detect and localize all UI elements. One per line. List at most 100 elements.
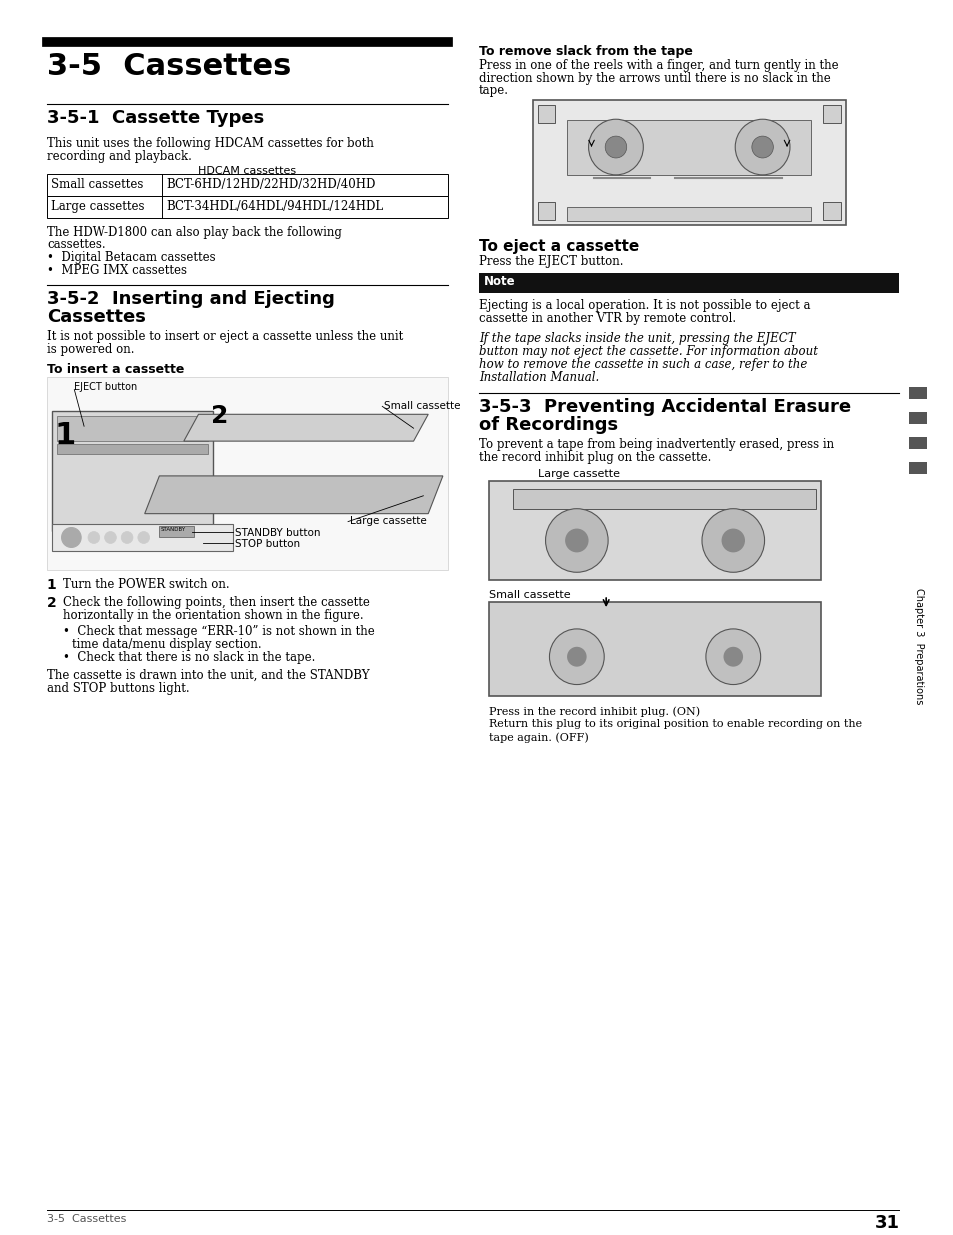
Text: 3-5-2  Inserting and Ejecting: 3-5-2 Inserting and Ejecting [47,290,335,308]
Text: horizontally in the orientation shown in the figure.: horizontally in the orientation shown in… [63,609,363,622]
Text: tape again. (OFF): tape again. (OFF) [488,732,588,742]
Text: Return this plug to its original position to enable recording on the: Return this plug to its original positio… [488,719,862,730]
Text: •  Check that message “ERR-10” is not shown in the: • Check that message “ERR-10” is not sho… [63,625,374,638]
Bar [478,273,899,293]
Circle shape [604,136,626,158]
Text: Press in the record inhibit plug. (ON): Press in the record inhibit plug. (ON) [488,706,700,718]
Bar [47,377,447,571]
Text: 3-5  Cassettes: 3-5 Cassettes [47,1214,126,1224]
Bar [47,195,447,217]
Text: is powered on.: is powered on. [47,343,134,356]
Text: STANDBY button: STANDBY button [234,527,320,537]
Text: To insert a cassette: To insert a cassette [47,363,184,375]
Text: The cassette is drawn into the unit, and the STANDBY: The cassette is drawn into the unit, and… [47,668,369,682]
Text: To remove slack from the tape: To remove slack from the tape [478,44,692,58]
Text: recording and playback.: recording and playback. [47,149,192,163]
Bar [533,100,844,225]
Text: 3-5  Cassettes: 3-5 Cassettes [47,52,291,80]
Circle shape [720,529,744,552]
Text: The HDW-D1800 can also play back the following: The HDW-D1800 can also play back the fol… [47,226,341,238]
Bar [537,201,555,220]
Circle shape [564,529,588,552]
Text: 3-5-1  Cassette Types: 3-5-1 Cassette Types [47,109,264,127]
Circle shape [105,531,116,543]
Text: 31: 31 [874,1214,899,1233]
Text: Large cassette: Large cassette [537,469,619,479]
Text: Note: Note [483,275,515,288]
Bar [488,480,821,580]
Bar [488,603,821,697]
Text: Check the following points, then insert the cassette: Check the following points, then insert … [63,597,369,609]
Circle shape [88,531,100,543]
Bar [56,416,208,441]
Circle shape [705,629,760,684]
Text: of Recordings: of Recordings [478,416,618,435]
Bar [47,174,447,195]
Text: 1: 1 [54,421,76,451]
Text: Small cassette: Small cassette [488,590,570,600]
Polygon shape [145,475,442,514]
Text: how to remove the cassette in such a case, refer to the: how to remove the cassette in such a cas… [478,358,806,370]
Bar [51,411,213,531]
Text: Small cassettes: Small cassettes [51,178,143,191]
Text: 1: 1 [47,578,56,593]
Bar [822,105,840,124]
Circle shape [566,647,586,667]
Text: Installation Manual.: Installation Manual. [478,370,598,384]
Text: STANDBY: STANDBY [160,526,185,531]
Circle shape [62,527,81,547]
Text: •  Check that there is no slack in the tape.: • Check that there is no slack in the ta… [63,651,314,663]
Text: BCT-34HDL/64HDL/94HDL/124HDL: BCT-34HDL/64HDL/94HDL/124HDL [166,200,383,212]
Text: Cassettes: Cassettes [47,308,146,326]
Text: Large cassette: Large cassette [350,516,426,526]
Bar [566,120,811,175]
Text: Press in one of the reels with a finger, and turn gently in the: Press in one of the reels with a finger,… [478,58,838,72]
Text: This unit uses the following HDCAM cassettes for both: This unit uses the following HDCAM casse… [47,137,374,151]
Text: 3-5-3  Preventing Accidental Erasure: 3-5-3 Preventing Accidental Erasure [478,399,850,416]
Circle shape [545,509,607,572]
Text: Press the EJECT button.: Press the EJECT button. [478,256,623,268]
Text: To prevent a tape from being inadvertently erased, press in: To prevent a tape from being inadvertent… [478,438,833,451]
Bar [908,437,926,450]
Text: cassette in another VTR by remote control.: cassette in another VTR by remote contro… [478,312,736,325]
Bar [56,445,208,454]
Circle shape [751,136,773,158]
Bar [908,388,926,399]
Circle shape [588,120,642,175]
Circle shape [138,531,150,543]
Polygon shape [184,414,428,441]
Text: To eject a cassette: To eject a cassette [478,240,639,254]
Text: Large cassettes: Large cassettes [51,200,144,212]
Bar [566,206,811,221]
Text: HDCAM cassettes: HDCAM cassettes [198,165,296,175]
Text: tape.: tape. [478,84,509,98]
Text: time data/menu display section.: time data/menu display section. [72,637,262,651]
Text: and STOP buttons light.: and STOP buttons light. [47,682,190,694]
Bar [908,462,926,474]
Circle shape [735,120,789,175]
Text: button may not eject the cassette. For information about: button may not eject the cassette. For i… [478,345,818,358]
Text: If the tape slacks inside the unit, pressing the EJECT: If the tape slacks inside the unit, pres… [478,332,795,345]
Text: EJECT button: EJECT button [74,382,137,391]
Text: the record inhibit plug on the cassette.: the record inhibit plug on the cassette. [478,451,711,464]
Bar [159,526,193,537]
Text: Turn the POWER switch on.: Turn the POWER switch on. [63,578,229,592]
Bar [822,201,840,220]
Text: BCT-6HD/12HD/22HD/32HD/40HD: BCT-6HD/12HD/22HD/32HD/40HD [166,178,375,191]
Text: 2: 2 [211,404,229,429]
Circle shape [722,647,742,667]
Circle shape [121,531,132,543]
Bar [51,524,233,551]
Text: •  MPEG IMX cassettes: • MPEG IMX cassettes [47,264,187,278]
Text: Chapter 3  Preparations: Chapter 3 Preparations [913,588,923,704]
Text: 2: 2 [47,597,56,610]
Polygon shape [513,489,816,509]
Text: Small cassette: Small cassette [384,401,460,411]
Bar [908,412,926,425]
Text: direction shown by the arrows until there is no slack in the: direction shown by the arrows until ther… [478,72,830,84]
Circle shape [701,509,763,572]
Text: Ejecting is a local operation. It is not possible to eject a: Ejecting is a local operation. It is not… [478,299,810,312]
Circle shape [549,629,603,684]
Text: cassettes.: cassettes. [47,238,106,252]
Text: STOP button: STOP button [234,540,299,550]
